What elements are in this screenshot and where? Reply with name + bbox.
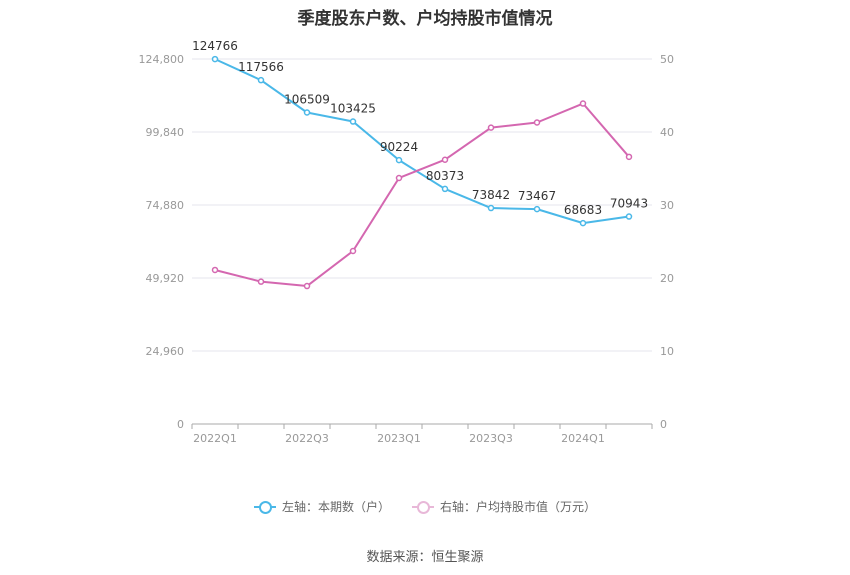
y-right-tick-label: 0 [660, 418, 667, 431]
data-point-left [487, 204, 495, 212]
y-right-tick-label: 30 [660, 199, 674, 212]
x-tick-label: 2023Q1 [377, 432, 421, 445]
data-point-right [257, 278, 265, 285]
data-point-right [441, 156, 449, 163]
x-tick-label: 2022Q3 [285, 432, 329, 445]
data-label: 73467 [518, 189, 556, 203]
data-point-left [441, 185, 449, 193]
data-point-right [211, 266, 219, 274]
legend: 左轴：本期数（户） 右轴：户均持股市值（万元） [0, 498, 850, 515]
data-point-left [579, 219, 587, 227]
y-right-tick-label: 40 [660, 126, 674, 139]
series-lines [211, 55, 633, 290]
y-left-tick-label: 49,920 [146, 272, 185, 285]
x-tick-label: 2024Q1 [561, 432, 605, 445]
data-point-left [349, 118, 357, 125]
chart-title: 季度股东户数、户均持股市值情况 [297, 9, 553, 29]
grid-lines [192, 58, 652, 352]
legend-item-left-axis[interactable]: 左轴：本期数（户） [253, 498, 390, 515]
y-left-tick-label: 24,960 [146, 345, 185, 358]
data-label: 70943 [610, 197, 648, 211]
data-label: 68683 [564, 203, 602, 217]
y-left-tick-label: 99,840 [146, 126, 185, 139]
data-label: 90224 [380, 140, 418, 154]
data-point-right [349, 247, 357, 255]
data-point-right [625, 153, 633, 161]
legend-swatch-right [412, 500, 434, 514]
data-point-left [395, 156, 403, 164]
x-tick-label: 2022Q1 [193, 432, 237, 445]
y-right-tick-label: 20 [660, 272, 674, 285]
data-point-right [395, 174, 403, 182]
axes: 0 0 24,960 10 49,920 20 74,880 30 99,840 40 124,80… [139, 53, 675, 445]
series-line-left [214, 58, 630, 225]
data-label: 80373 [426, 169, 464, 183]
y-left-tick-label: 0 [177, 418, 184, 431]
data-point-left [533, 205, 541, 213]
data-point-left [211, 55, 219, 63]
data-point-right [303, 282, 311, 290]
y-left-tick-label: 74,880 [146, 199, 185, 212]
data-point-left [625, 213, 633, 220]
legend-item-right-axis[interactable]: 右轴：户均持股市值（万元） [412, 498, 596, 515]
series-line-right [214, 102, 630, 288]
data-label: 73842 [472, 188, 510, 202]
data-point-right [579, 100, 587, 107]
legend-label-right: 右轴：户均持股市值（万元） [440, 500, 597, 514]
data-point-left [303, 109, 311, 116]
data-label: 124766 [192, 39, 238, 53]
data-label: 117566 [238, 60, 284, 74]
y-left-tick-label: 124,800 [139, 53, 185, 66]
x-tick-label: 2023Q3 [469, 432, 513, 445]
source-note: 数据来源：恒生聚源 [366, 550, 484, 565]
data-label: 106509 [284, 92, 330, 106]
y-right-tick-label: 10 [660, 345, 674, 358]
data-point-right [533, 119, 541, 126]
data-label: 103425 [330, 102, 376, 116]
legend-swatch-left [253, 500, 276, 514]
legend-label-left: 左轴：本期数（户） [281, 500, 390, 514]
data-point-right [487, 124, 495, 131]
data-point-left [257, 76, 265, 84]
y-right-tick-label: 50 [660, 53, 674, 66]
